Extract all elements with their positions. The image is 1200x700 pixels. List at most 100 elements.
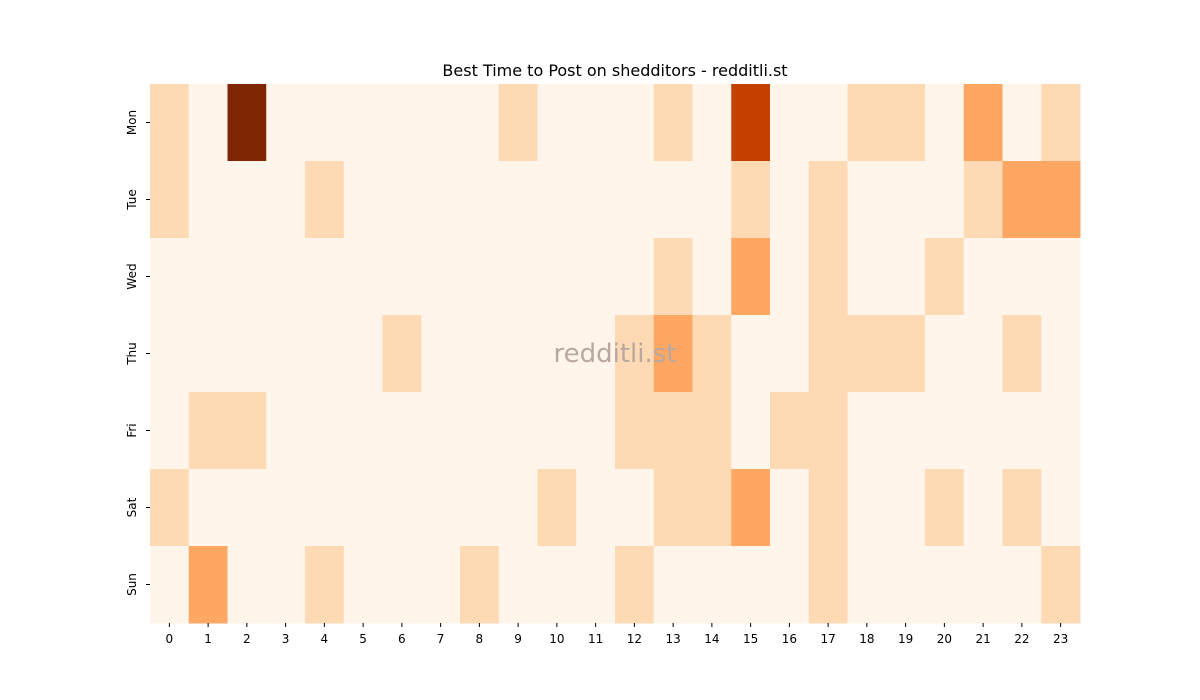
- watermark: redditli.st: [554, 339, 677, 369]
- heatmap-cell: [731, 546, 771, 624]
- heatmap-cell: [266, 469, 306, 547]
- heatmap-cell: [343, 161, 383, 239]
- heatmap-cell: [886, 161, 926, 239]
- heatmap-cell: [576, 238, 616, 316]
- heatmap-cell: [731, 161, 771, 239]
- heatmap-cell: [731, 392, 771, 470]
- heatmap-cell: [150, 546, 190, 624]
- heatmap-cell: [537, 161, 577, 239]
- heatmap-cell: [1041, 161, 1081, 239]
- x-tick-label: 23: [1053, 632, 1068, 646]
- heatmap-cell: [808, 84, 848, 162]
- heatmap-cell: [770, 315, 810, 393]
- heatmap-cell: [731, 315, 771, 393]
- x-tick-label: 11: [588, 632, 603, 646]
- heatmap-cell: [460, 315, 500, 393]
- heatmap-cell: [692, 161, 732, 239]
- heatmap-cell: [615, 546, 655, 624]
- heatmap-cell: [770, 546, 810, 624]
- heatmap-cell: [886, 84, 926, 162]
- heatmap-cell: [653, 84, 693, 162]
- heatmap-cell: [925, 469, 965, 547]
- heatmap-cell: [925, 315, 965, 393]
- heatmap-cell: [305, 238, 345, 316]
- y-tick-label: Sun: [125, 573, 139, 596]
- heatmap-cell: [770, 392, 810, 470]
- heatmap-cell: [731, 238, 771, 316]
- heatmap-cell: [382, 392, 422, 470]
- heatmap-cell: [150, 161, 190, 239]
- y-tick-label: Wed: [125, 263, 139, 289]
- heatmap-cell: [188, 84, 228, 162]
- heatmap-cell: [808, 161, 848, 239]
- heatmap-cell: [576, 469, 616, 547]
- heatmap-cell: [576, 315, 616, 393]
- heatmap-cell: [576, 84, 616, 162]
- heatmap-cell: [847, 546, 887, 624]
- x-tick-label: 0: [166, 632, 174, 646]
- heatmap-cell: [886, 469, 926, 547]
- heatmap-cell: [421, 238, 461, 316]
- heatmap-cell: [537, 315, 577, 393]
- heatmap-cell: [150, 238, 190, 316]
- x-tick-label: 19: [898, 632, 913, 646]
- heatmap-cell: [343, 546, 383, 624]
- heatmap-cell: [227, 161, 267, 239]
- heatmap-cell: [343, 238, 383, 316]
- heatmap-cell: [615, 392, 655, 470]
- heatmap-cell: [653, 546, 693, 624]
- heatmap-cell: [808, 392, 848, 470]
- heatmap-cell: [770, 84, 810, 162]
- heatmap-cell: [266, 315, 306, 393]
- heatmap-cell: [343, 469, 383, 547]
- heatmap-cell: [188, 161, 228, 239]
- heatmap-cell: [963, 546, 1003, 624]
- heatmap-cell: [1041, 392, 1081, 470]
- heatmap-cells: [150, 84, 1081, 624]
- heatmap-cell: [1002, 392, 1042, 470]
- y-tick-label: Thu: [125, 342, 139, 366]
- heatmap-cell: [808, 546, 848, 624]
- heatmap-cell: [498, 315, 538, 393]
- heatmap-cell: [150, 315, 190, 393]
- heatmap-cell: [266, 546, 306, 624]
- heatmap-cell: [343, 315, 383, 393]
- heatmap-cell: [1002, 84, 1042, 162]
- heatmap-cell: [963, 84, 1003, 162]
- heatmap-cell: [1002, 161, 1042, 239]
- heatmap-cell: [421, 315, 461, 393]
- heatmap-cell: [1002, 469, 1042, 547]
- x-tick-label: 7: [437, 632, 445, 646]
- heatmap-cell: [266, 84, 306, 162]
- heatmap-cell: [770, 161, 810, 239]
- heatmap-cell: [808, 315, 848, 393]
- heatmap-cell: [576, 161, 616, 239]
- heatmap-cell: [460, 392, 500, 470]
- heatmap-cell: [537, 84, 577, 162]
- heatmap-cell: [925, 392, 965, 470]
- x-axis: 0 1 2 3 4 5 6 7 8 9 10 11 12 13 14 15 16 17 18 19 20 21 22 23: [166, 623, 1068, 646]
- heatmap-cell: [305, 392, 345, 470]
- heatmap-cell: [188, 469, 228, 547]
- heatmap-cell: [460, 238, 500, 316]
- heatmap-cell: [1041, 238, 1081, 316]
- x-tick-label: 20: [937, 632, 952, 646]
- x-tick-label: 13: [665, 632, 680, 646]
- heatmap-cell: [615, 238, 655, 316]
- x-tick-label: 10: [549, 632, 564, 646]
- x-tick-label: 22: [1014, 632, 1029, 646]
- heatmap-cell: [925, 161, 965, 239]
- heatmap-cell: [847, 315, 887, 393]
- x-tick-label: 1: [204, 632, 212, 646]
- y-tick-label: Fri: [125, 423, 139, 437]
- heatmap-cell: [963, 161, 1003, 239]
- heatmap-cell: [498, 469, 538, 547]
- heatmap-cell: [537, 238, 577, 316]
- x-tick-label: 5: [359, 632, 367, 646]
- heatmap-cell: [537, 392, 577, 470]
- heatmap-cell: [576, 392, 616, 470]
- heatmap-cell: [1041, 315, 1081, 393]
- heatmap-cell: [305, 546, 345, 624]
- heatmap-cell: [847, 469, 887, 547]
- heatmap-cell: [460, 84, 500, 162]
